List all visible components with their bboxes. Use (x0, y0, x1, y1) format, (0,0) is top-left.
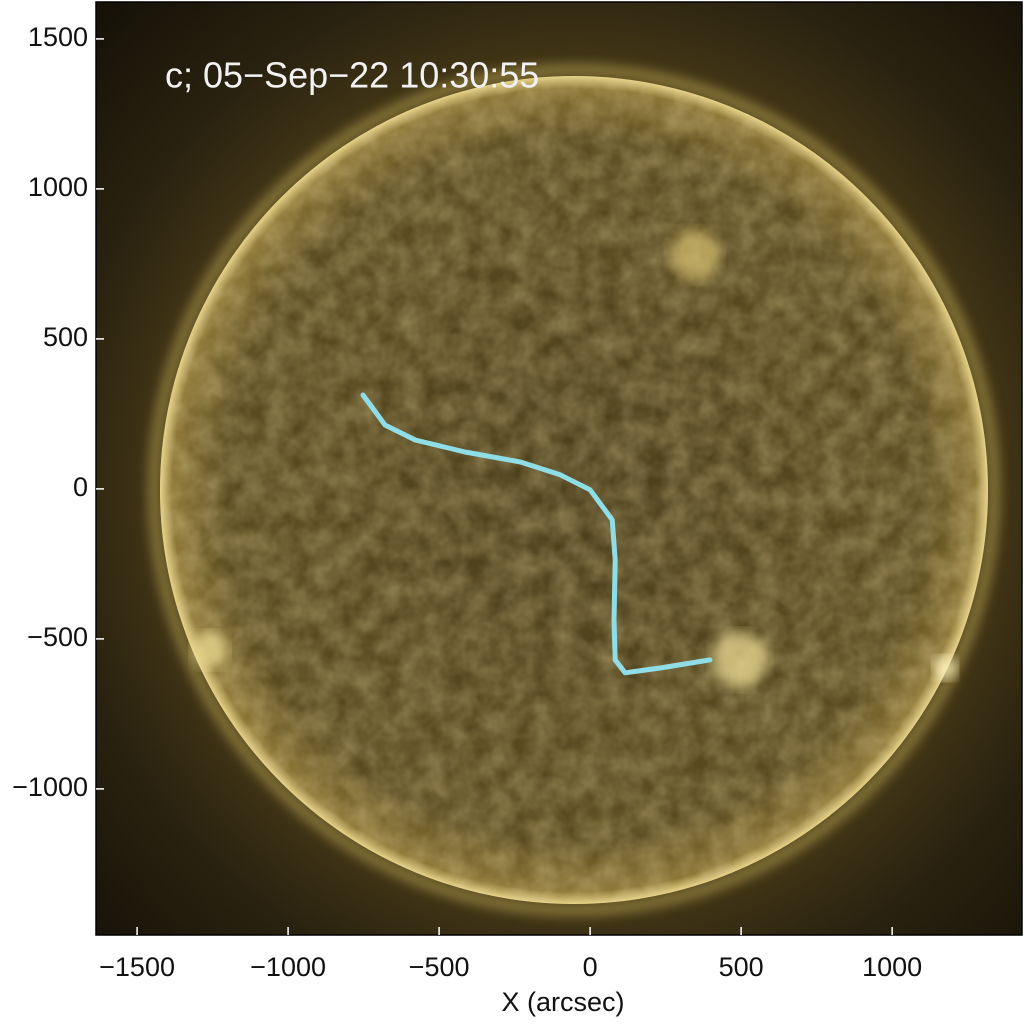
y-tick-label: 500 (43, 322, 88, 352)
x-tick-label: −1500 (99, 952, 175, 982)
x-tick-label: −500 (409, 952, 470, 982)
y-tick-label: 1500 (28, 22, 88, 52)
x-axis-label: X (arcsec) (501, 987, 624, 1017)
y-tick-label: −500 (27, 622, 88, 652)
y-tick-label: 1000 (28, 172, 88, 202)
chart-title: c; 05−Sep−22 10:30:55 (165, 55, 539, 96)
x-tick-label: 1000 (862, 952, 922, 982)
x-tick-label: 0 (583, 952, 598, 982)
trace-line (360, 392, 713, 676)
y-tick-label: −1000 (12, 772, 88, 802)
solar-image (96, 2, 1022, 935)
plot-frame (95, 1, 1023, 936)
x-tick-label: −1000 (250, 952, 326, 982)
y-tick-label: 0 (73, 472, 88, 502)
x-tick-label: 500 (719, 952, 764, 982)
